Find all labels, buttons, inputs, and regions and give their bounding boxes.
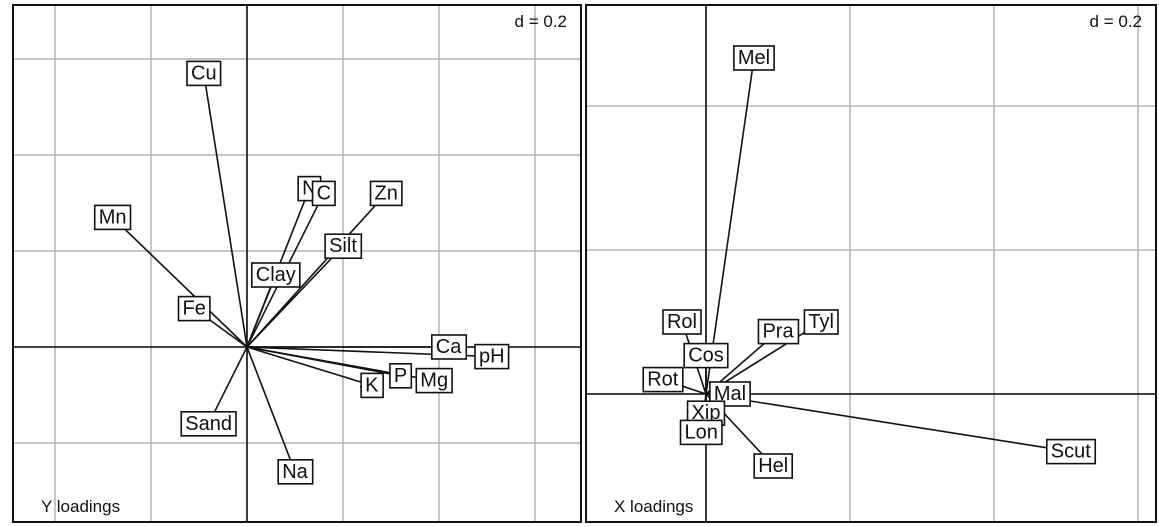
label-fe: Fe	[177, 295, 211, 322]
arrow-cu	[204, 73, 248, 348]
label-tyl: Tyl	[803, 309, 839, 335]
svg-text:C: C	[317, 182, 331, 204]
svg-text:Zn: Zn	[375, 182, 398, 204]
svg-text:Pra: Pra	[762, 321, 794, 343]
svg-text:Clay: Clay	[256, 264, 296, 286]
arrow-mel	[705, 58, 754, 395]
svg-text:Mal: Mal	[714, 383, 746, 405]
svg-text:Na: Na	[282, 461, 308, 483]
svg-text:P: P	[394, 365, 407, 387]
label-cu: Cu	[186, 60, 222, 87]
arrow-k	[246, 346, 372, 385]
svg-text:Fe: Fe	[183, 298, 206, 320]
label-mg: Mg	[415, 367, 453, 394]
svg-text:Tyl: Tyl	[808, 311, 834, 333]
arrow-zn	[246, 193, 386, 348]
label-p: P	[389, 362, 413, 389]
label-lon: Lon	[679, 419, 723, 446]
scale-label: d = 0.2	[515, 12, 567, 31]
svg-text:K: K	[365, 374, 379, 396]
svg-text:Lon: Lon	[685, 421, 718, 443]
label-mal: Mal	[709, 381, 751, 407]
label-rot: Rot	[642, 366, 684, 393]
svg-text:Cu: Cu	[191, 62, 217, 84]
label-ca: Ca	[431, 334, 468, 360]
arrow-na	[246, 346, 295, 472]
svg-text:Mg: Mg	[420, 370, 448, 392]
label-hel: Hel	[753, 453, 794, 479]
panel-subtitle: Y loadings	[41, 497, 120, 516]
arrow-silt	[246, 246, 343, 348]
scale-label: d = 0.2	[1090, 12, 1142, 31]
arrow-mn	[113, 217, 248, 348]
svg-text:Mn: Mn	[99, 206, 127, 228]
loading-arrows	[113, 73, 492, 471]
label-silt: Silt	[324, 233, 363, 260]
panel-frame	[12, 4, 582, 523]
svg-text:Scut: Scut	[1051, 441, 1091, 463]
svg-text:Silt: Silt	[329, 235, 357, 257]
grid	[13, 5, 581, 522]
label-mel: Mel	[733, 45, 775, 71]
svg-text:Ca: Ca	[436, 336, 462, 358]
svg-text:Xip: Xip	[692, 402, 721, 424]
arrow-scut	[705, 393, 1071, 452]
svg-text:Sand: Sand	[185, 413, 232, 435]
label-rol: Rol	[662, 309, 702, 335]
panel-subtitle: X loadings	[614, 497, 693, 516]
label-pra: Pra	[757, 318, 800, 345]
label-clay: Clay	[250, 262, 301, 288]
label-cos: Cos	[683, 342, 729, 369]
svg-text:Mel: Mel	[738, 47, 770, 69]
svg-text:pH: pH	[479, 346, 505, 368]
label-ph: pH	[474, 343, 510, 370]
label-zn: Zn	[369, 180, 403, 207]
panel-frame	[585, 4, 1157, 523]
label-scut: Scut	[1045, 438, 1097, 465]
label-k: K	[360, 372, 384, 399]
svg-text:Rol: Rol	[667, 311, 697, 333]
label-mn: Mn	[93, 204, 132, 231]
label-sand: Sand	[180, 410, 237, 437]
svg-text:Cos: Cos	[688, 345, 724, 367]
label-c: C	[311, 180, 336, 207]
label-na: Na	[277, 458, 314, 485]
svg-text:Rot: Rot	[647, 369, 679, 391]
svg-text:Hel: Hel	[758, 455, 788, 477]
